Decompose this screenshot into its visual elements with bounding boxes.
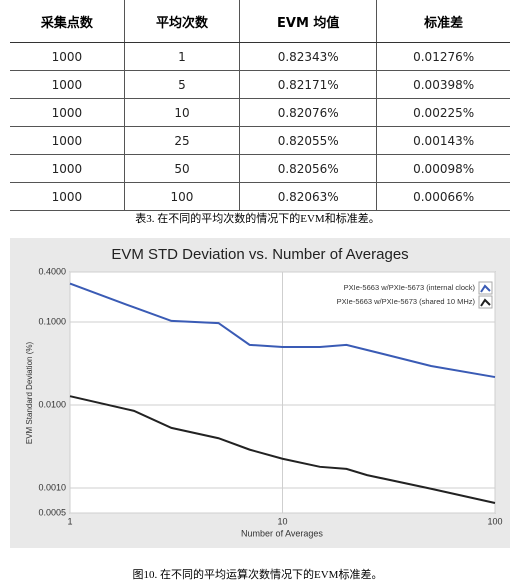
table-cell: 0.00143% (376, 126, 510, 155)
table-caption: 表3. 在不同的平均次数的情况下的EVM和标准差。 (135, 213, 380, 225)
table-cell: 50 (123, 154, 240, 183)
table-cell: 0.00398% (376, 70, 510, 99)
header-cell: 标准差 (376, 0, 510, 43)
table-cell: 1 (123, 42, 240, 71)
x-tick-label: 1 (67, 516, 72, 526)
table-cell: 1000 (10, 98, 125, 127)
table-cell: 0.82343% (239, 42, 377, 71)
y-tick-label: 0.0100 (38, 399, 66, 409)
header-cell: EVM 均值 (239, 0, 377, 43)
x-axis-label: Number of Averages (241, 528, 323, 538)
table-cell: 1000 (10, 70, 125, 99)
legend-label: PXIe-5663 w/PXIe-5673 (internal clock) (344, 283, 476, 292)
table-cell: 1000 (10, 182, 125, 211)
series-line (69, 282, 496, 379)
figure-caption: 图10. 在不同的平均运算次数情况下的EVM标准差。 (132, 569, 383, 581)
table-cell: 25 (123, 126, 240, 155)
legend-icon-box (478, 295, 493, 309)
x-tick-label: 10 (277, 516, 287, 526)
table-cell: 1000 (10, 42, 125, 71)
table-cell: 0.82076% (239, 98, 377, 127)
table-cell: 0.01276% (376, 42, 510, 71)
y-tick-label: 0.0010 (38, 482, 66, 492)
table-cell: 1000 (10, 154, 125, 183)
table-cell: 0.82171% (239, 70, 377, 99)
y-tick-label: 0.4000 (38, 266, 66, 276)
table-cell: 5 (123, 70, 240, 99)
table-cell: 0.82063% (239, 182, 377, 211)
header-cell: 采集点数 (10, 0, 125, 43)
table-cell: 0.82056% (239, 154, 377, 183)
y-axis-label: EVM Standard Deviation (%) (25, 342, 34, 445)
legend-swatch (480, 284, 491, 293)
chart-title: EVM STD Deviation vs. Number of Averages (111, 246, 408, 263)
chart: EVM STD Deviation vs. Number of Averages… (10, 238, 510, 548)
x-tick-label: 100 (487, 516, 502, 526)
series-line (69, 395, 496, 504)
legend-label: PXIe-5663 w/PXIe-5673 (shared 10 MHz) (337, 297, 476, 306)
table-cell: 0.82055% (239, 126, 377, 155)
legend-icon-box (478, 281, 493, 295)
table-row: 1000 100 0.82063% 0.00066% (10, 182, 510, 211)
table-row: 1000 10 0.82076% 0.00225% (10, 98, 510, 127)
table-row: 1000 1 0.82343% 0.01276% (10, 42, 510, 71)
table-cell: 0.00225% (376, 98, 510, 127)
y-tick-label: 0.1000 (38, 316, 66, 326)
table-row: 1000 25 0.82055% 0.00143% (10, 126, 510, 155)
table-cell: 100 (123, 182, 240, 211)
header-cell: 平均次数 (123, 0, 240, 43)
table-row: 1000 5 0.82171% 0.00398% (10, 70, 510, 99)
header-row: 采集点数 平均次数 EVM 均值 标准差 (10, 0, 510, 43)
results-table: 采集点数 平均次数 EVM 均值 标准差 1000 1 0.82343% 0.01276% 10… (10, 0, 510, 211)
table-cell: 10 (123, 98, 240, 127)
legend-swatch (480, 298, 491, 307)
table-row: 1000 50 0.82056% 0.00098% (10, 154, 510, 183)
table-cell: 0.00066% (376, 182, 510, 211)
y-tick-label: 0.0005 (38, 507, 66, 517)
table-cell: 0.00098% (376, 154, 510, 183)
table-cell: 1000 (10, 126, 125, 155)
